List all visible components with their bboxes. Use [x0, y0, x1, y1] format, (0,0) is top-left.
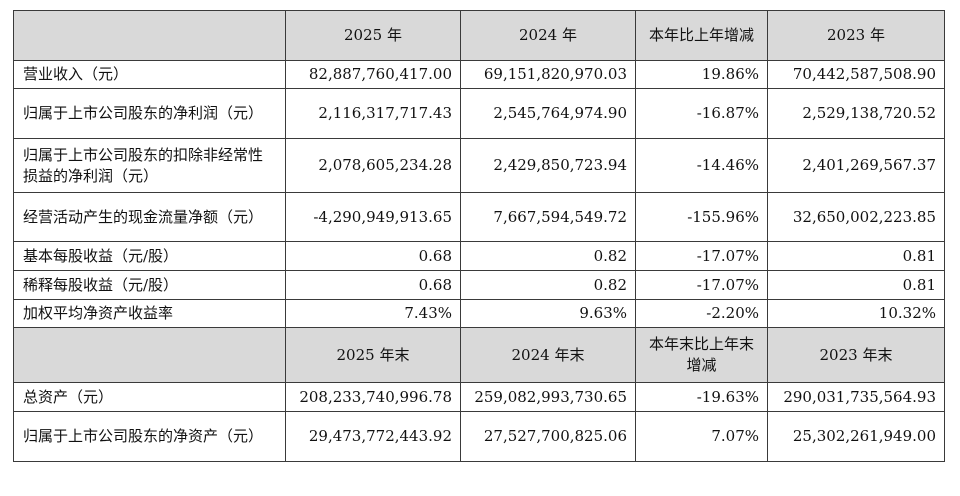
value-2023: 25,302,261,949.00 [767, 411, 945, 462]
row-label: 加权平均净资产收益率 [13, 299, 286, 328]
value-2023: 0.81 [767, 241, 945, 271]
table-row: 稀释每股收益（元/股） 0.68 0.82 -17.07% 0.81 [13, 270, 945, 300]
row-label: 基本每股收益（元/股） [13, 241, 286, 271]
value-2025: 2,116,317,717.43 [285, 88, 461, 139]
value-change: -2.20% [635, 299, 768, 328]
table-row: 加权平均净资产收益率 7.43% 9.63% -2.20% 10.32% [13, 299, 945, 328]
value-2025: 2,078,605,234.28 [285, 138, 461, 193]
value-2023: 10.32% [767, 299, 945, 328]
header-blank-cell [13, 10, 286, 61]
row-label: 归属于上市公司股东的扣除非经常性损益的净利润（元） [13, 138, 286, 193]
header-2023-end: 2023 年末 [767, 327, 945, 383]
header-row-2: 2025 年末 2024 年末 本年末比上年末增减 2023 年末 [13, 327, 945, 383]
value-2025: -4,290,949,913.65 [285, 192, 461, 242]
value-change: -155.96% [635, 192, 768, 242]
value-2023: 2,529,138,720.52 [767, 88, 945, 139]
header-2024: 2024 年 [460, 10, 636, 61]
header-blank-cell [13, 327, 286, 383]
table-row: 经营活动产生的现金流量净额（元） -4,290,949,913.65 7,667… [13, 192, 945, 242]
row-label: 归属于上市公司股东的净利润（元） [13, 88, 286, 139]
header-row-1: 2025 年 2024 年 本年比上年增减 2023 年 [13, 10, 945, 61]
header-2025: 2025 年 [285, 10, 461, 61]
value-2024: 2,545,764,974.90 [460, 88, 636, 139]
value-2025: 29,473,772,443.92 [285, 411, 461, 462]
row-label: 总资产（元） [13, 382, 286, 412]
table-row: 归属于上市公司股东的净利润（元） 2,116,317,717.43 2,545,… [13, 88, 945, 139]
table-row: 总资产（元） 208,233,740,996.78 259,082,993,73… [13, 382, 945, 412]
value-2023: 290,031,735,564.93 [767, 382, 945, 412]
value-2024: 27,527,700,825.06 [460, 411, 636, 462]
header-2023: 2023 年 [767, 10, 945, 61]
value-2025: 7.43% [285, 299, 461, 328]
value-2024: 7,667,594,549.72 [460, 192, 636, 242]
row-label: 归属于上市公司股东的净资产（元） [13, 411, 286, 462]
value-2023: 2,401,269,567.37 [767, 138, 945, 193]
value-2023: 0.81 [767, 270, 945, 300]
table-row: 归属于上市公司股东的净资产（元） 29,473,772,443.92 27,52… [13, 411, 945, 462]
table-row: 基本每股收益（元/股） 0.68 0.82 -17.07% 0.81 [13, 241, 945, 271]
value-2024: 2,429,850,723.94 [460, 138, 636, 193]
value-2024: 259,082,993,730.65 [460, 382, 636, 412]
row-label: 经营活动产生的现金流量净额（元） [13, 192, 286, 242]
value-2024: 9.63% [460, 299, 636, 328]
value-change: -17.07% [635, 270, 768, 300]
header-2024-end: 2024 年末 [460, 327, 636, 383]
value-change: -16.87% [635, 88, 768, 139]
value-2025: 82,887,760,417.00 [285, 60, 461, 89]
value-2023: 32,650,002,223.85 [767, 192, 945, 242]
value-2025: 0.68 [285, 270, 461, 300]
financial-table: 2025 年 2024 年 本年比上年增减 2023 年 营业收入（元） 82,… [13, 10, 945, 462]
value-change: -19.63% [635, 382, 768, 412]
value-change: -14.46% [635, 138, 768, 193]
value-change: -17.07% [635, 241, 768, 271]
value-2025: 208,233,740,996.78 [285, 382, 461, 412]
table-row: 归属于上市公司股东的扣除非经常性损益的净利润（元） 2,078,605,234.… [13, 138, 945, 193]
header-change: 本年比上年增减 [635, 10, 768, 61]
header-2025-end: 2025 年末 [285, 327, 461, 383]
value-2025: 0.68 [285, 241, 461, 271]
row-label: 营业收入（元） [13, 60, 286, 89]
header-change-end: 本年末比上年末增减 [635, 327, 768, 383]
value-2024: 0.82 [460, 241, 636, 271]
value-2024: 69,151,820,970.03 [460, 60, 636, 89]
value-2024: 0.82 [460, 270, 636, 300]
value-change: 7.07% [635, 411, 768, 462]
row-label: 稀释每股收益（元/股） [13, 270, 286, 300]
value-change: 19.86% [635, 60, 768, 89]
value-2023: 70,442,587,508.90 [767, 60, 945, 89]
table-row: 营业收入（元） 82,887,760,417.00 69,151,820,970… [13, 60, 945, 89]
